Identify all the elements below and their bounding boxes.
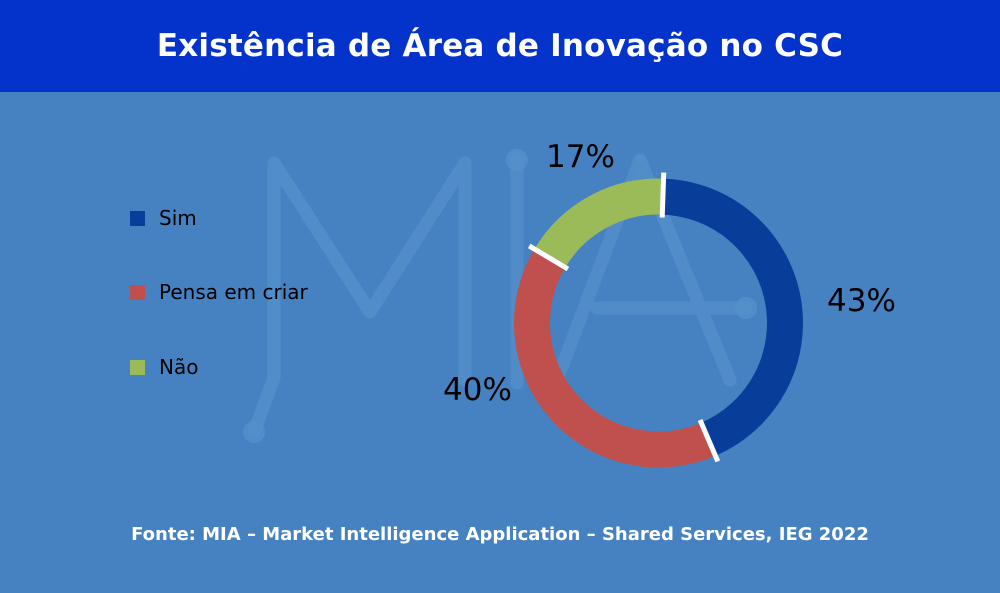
donut-slice-não xyxy=(534,178,664,268)
legend-item-nao: Não xyxy=(130,355,198,379)
source-note: Fonte: MIA – Market Intelligence Applica… xyxy=(131,524,869,545)
chart-title: Existência de Área de Inovação no CSC xyxy=(156,28,844,64)
legend-item-sim: Sim xyxy=(130,206,197,230)
legend-swatch-sim xyxy=(130,210,145,226)
title-bar: Existência de Área de Inovação no CSC xyxy=(0,0,1000,92)
slice-separator xyxy=(659,172,667,218)
legend-item-pensa-em-criar: Pensa em criar xyxy=(130,280,308,304)
slice-separator xyxy=(697,418,721,463)
value-label-nao: 17% xyxy=(546,139,615,175)
value-label-sim: 43% xyxy=(827,283,896,319)
legend-label: Pensa em criar xyxy=(159,280,308,304)
value-label-pensa-em-criar: 40% xyxy=(443,372,512,408)
donut-slice-pensa-em-criar xyxy=(514,249,716,468)
donut-slice-sim xyxy=(661,178,803,456)
legend-label: Não xyxy=(159,355,199,379)
legend-label: Sim xyxy=(159,206,197,230)
slice-separator xyxy=(527,243,570,272)
legend-swatch-nao xyxy=(130,359,145,375)
legend-swatch-pensa-em-criar xyxy=(130,284,145,300)
